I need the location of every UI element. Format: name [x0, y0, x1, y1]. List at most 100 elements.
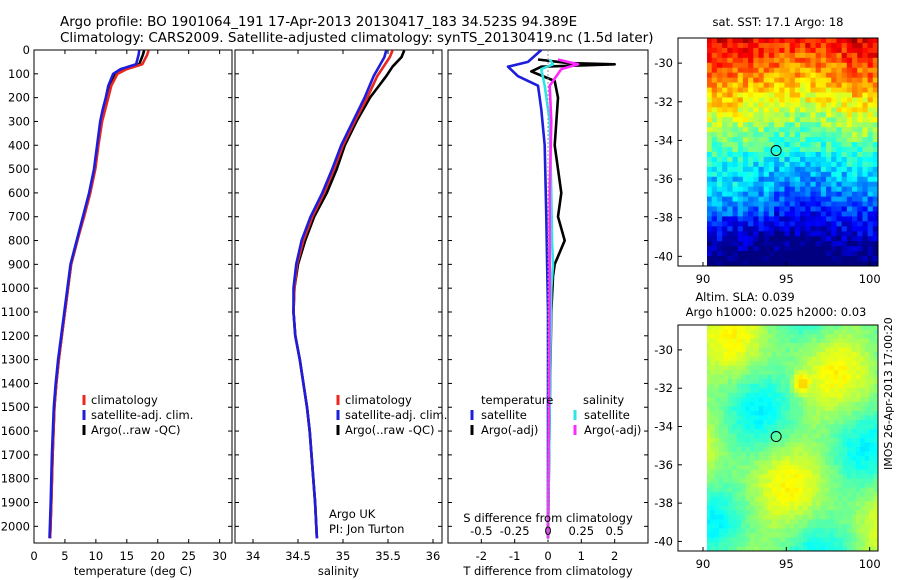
sla-map-cell: [873, 383, 878, 389]
sla-map-cell: [869, 541, 875, 548]
sst-map-cell: [867, 236, 874, 242]
sla-map-cell: [776, 514, 782, 520]
sla-map-cell: [719, 433, 725, 439]
sst-map-cell: [742, 127, 749, 133]
sst-map-cell: [815, 171, 822, 178]
sst-map-cell: [722, 127, 728, 133]
sst-map-cell: [831, 186, 838, 193]
sla-map-cell: [741, 469, 747, 475]
sla-map-cell: [855, 415, 861, 421]
sla-map-cell: [855, 496, 861, 502]
sst-map-cell: [820, 102, 827, 108]
sla-map-cell: [763, 465, 769, 471]
sst-map-cell: [841, 166, 848, 173]
sst-map-cell: [867, 156, 874, 163]
sst-map-cell: [722, 236, 728, 242]
sla-map-cell: [707, 388, 711, 394]
sst-map-cell: [872, 221, 878, 227]
sla-map-cell: [855, 356, 861, 362]
sst-map-cell: [852, 127, 858, 133]
sst-map-cell: [732, 251, 739, 257]
sla-map-cell: [707, 410, 711, 416]
sla-map-cell: [855, 469, 861, 475]
sla-map-cell: [873, 451, 878, 457]
sla-map-cell: [825, 356, 831, 362]
sla-map-cell: [794, 528, 800, 534]
sla-map-cell: [864, 338, 870, 344]
sst-map-cell: [784, 107, 791, 113]
sst-map-cell: [784, 102, 791, 108]
sla-map-cell: [789, 546, 795, 551]
sst-map-cell: [727, 87, 734, 94]
sla-map-cell: [860, 415, 866, 421]
sst-map-cell: [867, 196, 874, 203]
sla-map-cell: [811, 392, 817, 398]
sst-map-cell: [836, 211, 843, 218]
sla-map-cell: [736, 487, 742, 493]
sst-map-cell: [727, 147, 734, 153]
sla-map-cell: [701, 438, 706, 443]
sla-map-cell: [736, 338, 742, 344]
sla-map-cell: [723, 469, 729, 475]
sla-map-cell: [749, 410, 755, 416]
sst-map-cell: [753, 241, 760, 247]
sst-map-cell: [732, 122, 739, 128]
sst-map-cell: [716, 156, 723, 163]
sla-map-cell: [789, 352, 795, 358]
sst-map-cell: [820, 196, 827, 203]
sst-map-cell: [711, 186, 718, 193]
sla-map-cell: [816, 325, 822, 331]
sla-map-cell: [732, 523, 738, 529]
sla-map-cell: [855, 419, 861, 426]
sst-map-cell: [820, 186, 827, 193]
sst-map-cell: [763, 137, 770, 143]
sst-map-cell: [857, 52, 864, 59]
sla-map-cell: [820, 374, 826, 380]
sla-map-cell: [851, 383, 857, 389]
sla-map-cell: [798, 401, 804, 407]
sla-map-cell: [785, 501, 791, 507]
sla-map-cell: [719, 401, 725, 407]
sla-map-cell: [710, 510, 716, 516]
sla-map-cell: [785, 496, 791, 502]
legend-title-temperature: temperature: [481, 393, 553, 407]
sst-map-cell: [716, 82, 723, 89]
sla-map-cell: [758, 401, 764, 407]
sla-map-cell: [807, 370, 813, 376]
sla-map-cell: [838, 505, 844, 511]
sla-map-cell: [851, 347, 857, 353]
sst-map-cell: [841, 57, 848, 64]
sst-map-cell: [742, 42, 749, 49]
sla-map-cell: [873, 433, 878, 439]
sla-map-cell: [794, 419, 800, 426]
sla-map-cell: [833, 532, 839, 539]
sla-map-cell: [873, 401, 878, 407]
sst-map-cell: [800, 196, 806, 203]
sla-map-cell: [847, 451, 853, 457]
sla-map-cell: [785, 519, 791, 525]
sst-map-cell: [815, 191, 822, 198]
sst-map-cell: [716, 92, 723, 99]
sla-map-cell: [851, 492, 857, 498]
sla-map-cell: [723, 428, 729, 435]
sla-map-cell: [855, 383, 861, 389]
sla-map-cell: [842, 329, 848, 335]
sla-map-cell: [707, 474, 711, 480]
sla-map-cell: [736, 519, 742, 525]
sla-map-cell: [802, 438, 808, 444]
sla-map-cell: [851, 365, 857, 371]
sla-map-cell: [816, 442, 822, 448]
sla-map-cell: [838, 370, 844, 376]
sst-map-cell: [815, 112, 822, 118]
sst-map-cell: [826, 112, 832, 118]
sla-map-cell: [741, 410, 747, 416]
sst-map-cell: [815, 181, 822, 188]
sla-map-cell: [772, 546, 778, 551]
sst-map-cell: [722, 42, 728, 49]
sla-map-cell: [785, 523, 791, 529]
sst-map-cell: [831, 246, 838, 252]
sla-map-cells: [701, 325, 878, 551]
sst-map-cell: [737, 142, 744, 148]
sst-map-cell: [841, 107, 848, 113]
sla-map-cell: [727, 325, 733, 331]
